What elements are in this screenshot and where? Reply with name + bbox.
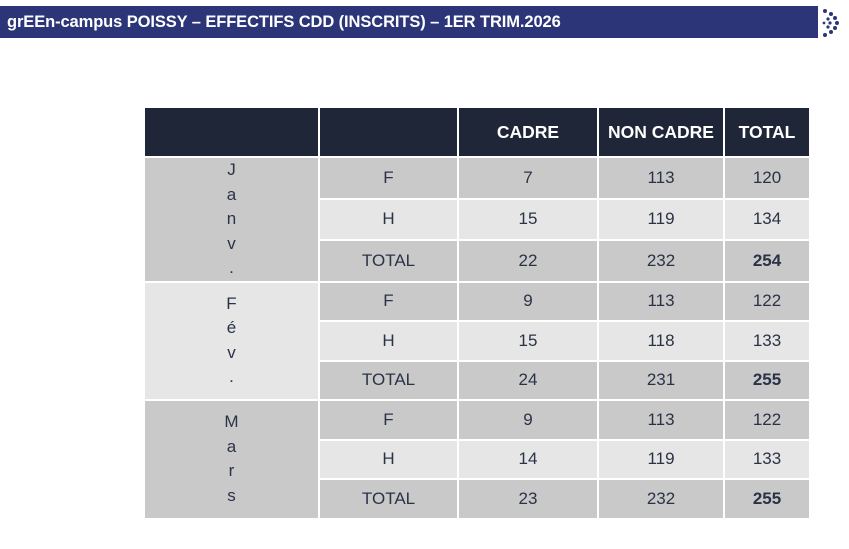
column-header-sex bbox=[318, 106, 459, 158]
cadre-cell: 15 bbox=[457, 197, 599, 241]
total-cell: 120 bbox=[723, 156, 811, 200]
non-cadre-cell: 119 bbox=[597, 197, 725, 241]
row-label-cell: H bbox=[318, 320, 459, 362]
table-row: TOTAL 22 232 254 bbox=[144, 239, 811, 283]
total-cell: 133 bbox=[723, 438, 811, 480]
cadre-cell: 24 bbox=[457, 359, 599, 401]
non-cadre-cell: 231 bbox=[597, 359, 725, 401]
total-cell: 122 bbox=[723, 399, 811, 441]
table-row: TOTAL 24 231 255 bbox=[144, 359, 811, 401]
non-cadre-cell: 232 bbox=[597, 239, 725, 283]
table-header-row: CADRE NON CADRE TOTAL bbox=[143, 106, 811, 158]
row-label-cell: TOTAL bbox=[318, 359, 459, 401]
non-cadre-cell: 119 bbox=[597, 438, 725, 480]
cadre-cell: 23 bbox=[457, 478, 599, 520]
row-label-cell: F bbox=[318, 399, 459, 441]
row-label-cell: TOTAL bbox=[318, 478, 459, 520]
title-bar: grEEn-campus POISSY – EFFECTIFS CDD (INS… bbox=[0, 6, 818, 38]
column-header-cadre: CADRE bbox=[457, 106, 599, 158]
row-label-cell: TOTAL bbox=[318, 239, 459, 283]
total-cell: 255 bbox=[723, 478, 811, 520]
non-cadre-cell: 118 bbox=[597, 320, 725, 362]
row-label-cell: F bbox=[318, 156, 459, 200]
column-header-non-cadre: NON CADRE bbox=[597, 106, 725, 158]
table-row: TOTAL 23 232 255 bbox=[144, 478, 811, 520]
column-header-month bbox=[143, 106, 320, 158]
non-cadre-cell: 232 bbox=[597, 478, 725, 520]
cadre-cell: 9 bbox=[457, 280, 599, 322]
table-row: H 15 118 133 bbox=[144, 320, 811, 362]
cadre-cell: 15 bbox=[457, 320, 599, 362]
total-cell: 133 bbox=[723, 320, 811, 362]
total-cell: 122 bbox=[723, 280, 811, 322]
non-cadre-cell: 113 bbox=[597, 399, 725, 441]
page-title: grEEn-campus POISSY – EFFECTIFS CDD (INS… bbox=[7, 12, 561, 31]
table-row: H 15 119 134 bbox=[144, 197, 811, 241]
row-label-cell: H bbox=[318, 438, 459, 480]
cadre-cell: 14 bbox=[457, 438, 599, 480]
non-cadre-cell: 113 bbox=[597, 156, 725, 200]
row-label-cell: F bbox=[318, 280, 459, 322]
table-row: H 14 119 133 bbox=[144, 438, 811, 480]
dots-logo-icon bbox=[822, 9, 839, 37]
column-header-total: TOTAL bbox=[723, 106, 811, 158]
non-cadre-cell: 113 bbox=[597, 280, 725, 322]
row-label-cell: H bbox=[318, 197, 459, 241]
total-cell: 255 bbox=[723, 359, 811, 401]
cadre-cell: 7 bbox=[457, 156, 599, 200]
total-cell: 254 bbox=[723, 239, 811, 283]
cadre-cell: 9 bbox=[457, 399, 599, 441]
cadre-cell: 22 bbox=[457, 239, 599, 283]
total-cell: 134 bbox=[723, 197, 811, 241]
